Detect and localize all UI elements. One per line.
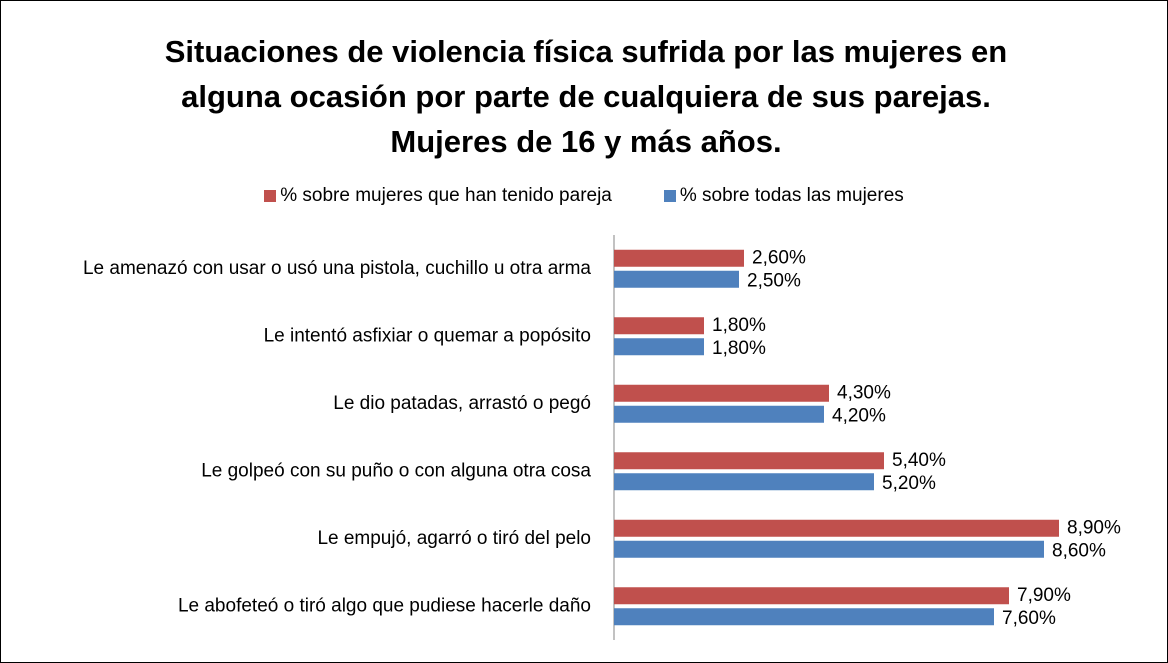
category-label: Le golpeó con su puño o con alguna otra … [201, 460, 591, 481]
bar [614, 384, 829, 402]
bar [614, 587, 1009, 605]
bar [614, 270, 739, 288]
bar [614, 519, 1059, 537]
value-label: 1,80% [712, 315, 766, 336]
bar [614, 249, 744, 267]
category-label: Le intentó asfixiar o quemar a popósito [264, 325, 591, 346]
value-label: 2,60% [752, 247, 806, 268]
value-label: 7,60% [1002, 608, 1056, 629]
legend: % sobre mujeres que han tenido pareja % s… [1, 185, 1167, 207]
value-label: 4,20% [832, 405, 886, 426]
value-label: 5,40% [892, 450, 946, 471]
legend-item: % sobre mujeres que han tenido pareja [264, 185, 612, 207]
legend-swatch [264, 190, 277, 202]
value-label: 1,80% [712, 338, 766, 359]
value-label: 7,90% [1017, 585, 1071, 606]
legend-swatch [663, 190, 676, 202]
legend-label: % sobre mujeres que han tenido pareja [280, 185, 612, 206]
value-label: 8,60% [1052, 540, 1106, 561]
bar [614, 452, 884, 470]
category-label: Le abofeteó o tiró algo que pudiese hace… [178, 595, 591, 616]
chart-title: Situaciones de violencia física sufrida … [164, 34, 1008, 159]
legend-label: % sobre todas las mujeres [679, 185, 904, 206]
value-label: 5,20% [882, 473, 936, 494]
category-label: Le empujó, agarró o tiró del pelo [317, 528, 591, 549]
value-label: 2,50% [747, 270, 801, 291]
bar [614, 405, 824, 423]
bar [614, 540, 1044, 558]
legend-item: % sobre todas las mujeres [663, 185, 904, 207]
bar [614, 338, 704, 356]
value-label: 4,30% [837, 382, 891, 403]
value-label: 8,90% [1067, 517, 1121, 538]
bar [614, 317, 704, 335]
bar [614, 608, 994, 626]
bar [614, 473, 874, 491]
category-label: Le dio patadas, arrastó o pegó [333, 393, 591, 414]
category-label: Le amenazó con usar o usó una pistola, c… [83, 258, 591, 279]
